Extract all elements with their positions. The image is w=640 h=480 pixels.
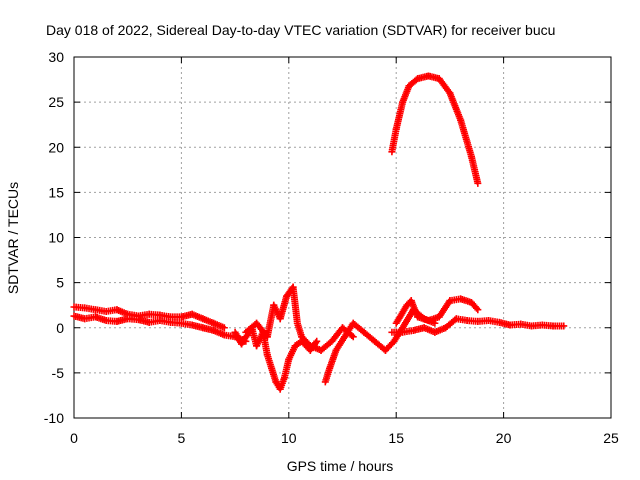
- y-tick-label: 10: [48, 230, 64, 246]
- y-tick-label: 15: [48, 184, 64, 200]
- series-late_lower: [388, 315, 568, 336]
- x-tick-label: 5: [178, 430, 186, 446]
- data-point: [220, 324, 228, 332]
- y-axis-ticks: -10 -5 0 5 10 15 20 25 30: [44, 49, 611, 426]
- series-mid_cluster_a: [231, 326, 321, 393]
- data-point: [473, 304, 481, 312]
- y-tick-label: 0: [56, 320, 64, 336]
- chart-grid: [74, 57, 611, 418]
- x-axis-ticks: 0 5 10 15 20 25: [70, 57, 619, 446]
- data-point: [349, 333, 357, 341]
- y-tick-label: 20: [48, 139, 64, 155]
- series-mid_cluster_b: [242, 283, 357, 354]
- x-tick-label: 0: [70, 430, 78, 446]
- x-tick-label: 10: [281, 430, 297, 446]
- y-tick-label: 30: [48, 49, 64, 65]
- series-late_upper: [392, 295, 482, 327]
- data-point: [560, 322, 568, 330]
- y-tick-label: 5: [56, 275, 64, 291]
- x-tick-label: 20: [496, 430, 512, 446]
- x-axis-label: GPS time / hours: [287, 458, 394, 474]
- chart-title: Day 018 of 2022, Sidereal Day-to-day VTE…: [46, 22, 555, 38]
- data-point: [313, 337, 321, 345]
- data-point: [474, 179, 482, 187]
- data-points: [70, 72, 568, 393]
- y-tick-label: -5: [52, 365, 65, 381]
- y-tick-label: -10: [44, 410, 64, 426]
- y-axis-label: SDTVAR / TECUs: [5, 182, 21, 294]
- series-arc_high: [388, 72, 482, 187]
- data-point: [474, 306, 482, 314]
- x-tick-label: 15: [388, 430, 404, 446]
- x-tick-label: 25: [603, 430, 619, 446]
- y-tick-label: 25: [48, 94, 64, 110]
